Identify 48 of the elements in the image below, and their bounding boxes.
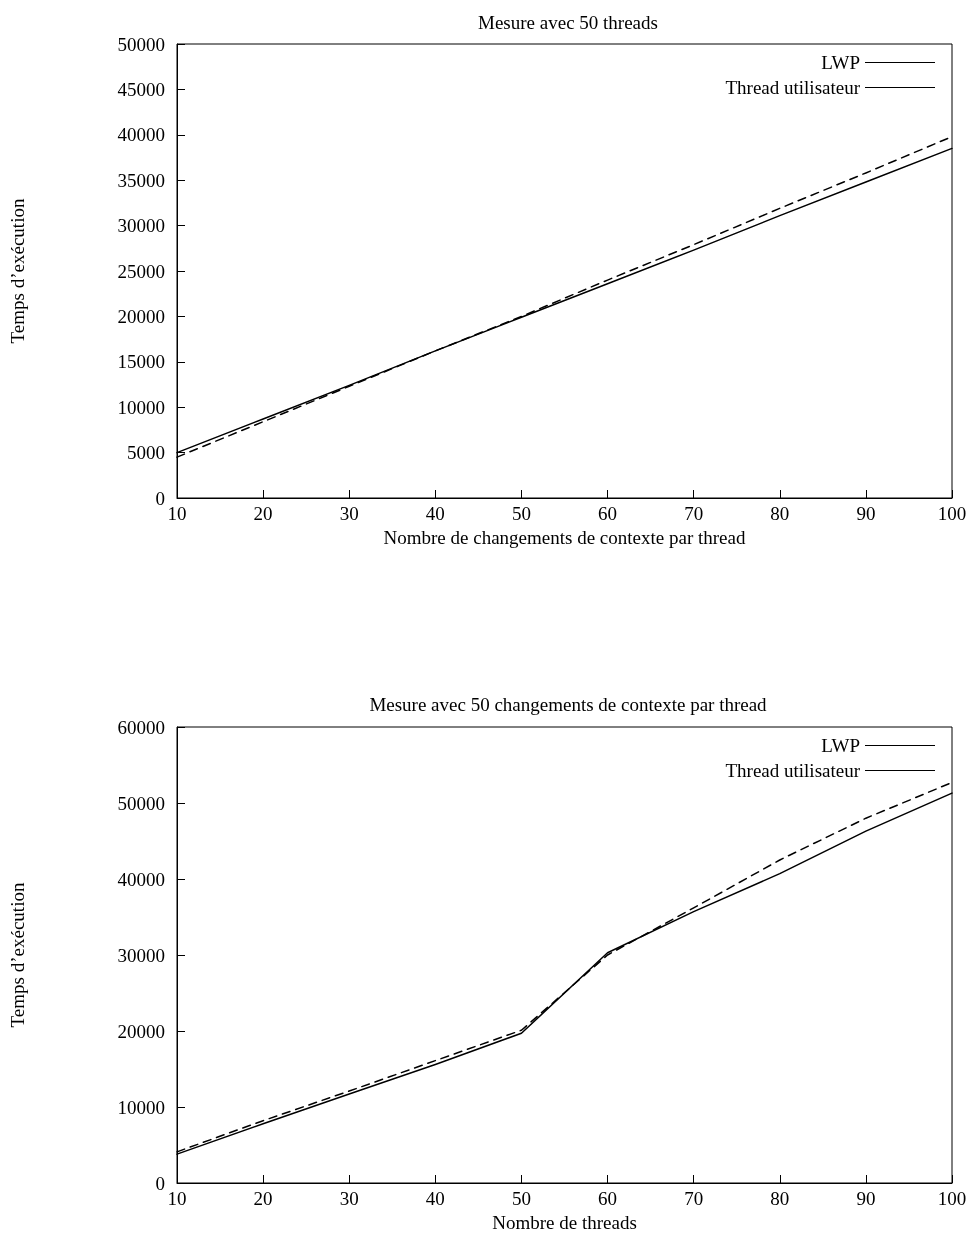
y-axis-title: Temps d’exécution — [7, 882, 28, 1028]
x-tick-label: 80 — [770, 503, 790, 524]
x-tick-label: 70 — [684, 503, 704, 524]
legend-label: LWP — [821, 52, 860, 73]
y-tick-label: 10000 — [117, 1096, 165, 1118]
x-tick-label: 90 — [856, 1188, 876, 1209]
y-tick-label: 20000 — [117, 1020, 165, 1042]
x-tick-label: 20 — [253, 1188, 273, 1209]
x-tick-label: 20 — [253, 503, 273, 524]
y-tick-label: 30000 — [117, 944, 165, 966]
x-tick-label: 30 — [339, 1188, 359, 1209]
legend-label: Thread utilisateur — [725, 760, 861, 781]
x-tick-label: 50 — [511, 1188, 531, 1209]
chart-title: Mesure avec 50 changements de contexte par thread — [369, 694, 768, 715]
y-tick-label: 40000 — [117, 868, 165, 890]
x-tick-label: 10 — [167, 503, 187, 524]
x-tick-label: 50 — [511, 503, 531, 524]
legend-label: Thread utilisateur — [725, 77, 861, 98]
y-tick-label: 35000 — [117, 169, 165, 191]
x-axis-title: Nombre de threads — [492, 1211, 637, 1233]
y-tick-label: 0 — [155, 1172, 165, 1194]
x-tick-label: 70 — [684, 1188, 704, 1209]
x-tick-label: 10 — [167, 1188, 187, 1209]
y-tick-label: 40000 — [117, 124, 165, 146]
x-tick-label: 100 — [937, 1188, 967, 1209]
x-tick-label: 30 — [339, 503, 359, 524]
x-axis-title: Nombre de changements de contexte par thread — [383, 526, 746, 548]
x-tick-label: 60 — [598, 503, 618, 524]
y-tick-label: 25000 — [117, 260, 165, 282]
y-tick-label: 50000 — [117, 33, 165, 55]
y-tick-label: 50000 — [117, 792, 165, 814]
y-tick-label: 0 — [155, 487, 165, 509]
x-tick-label: 100 — [937, 503, 967, 524]
x-tick-label: 60 — [598, 1188, 618, 1209]
x-tick-label: 90 — [856, 503, 876, 524]
y-axis-title: Temps d’exécution — [7, 198, 28, 344]
legend-label: LWP — [821, 735, 860, 756]
y-tick-label: 15000 — [117, 351, 165, 373]
x-tick-label: 40 — [425, 503, 445, 524]
y-tick-label: 5000 — [127, 442, 165, 464]
y-tick-label: 60000 — [117, 716, 165, 738]
chart-title: Mesure avec 50 threads — [478, 12, 658, 33]
x-tick-label: 80 — [770, 1188, 790, 1209]
y-tick-label: 20000 — [117, 305, 165, 327]
y-tick-label: 10000 — [117, 396, 165, 418]
y-tick-label: 30000 — [117, 215, 165, 237]
x-tick-label: 40 — [425, 1188, 445, 1209]
y-tick-label: 45000 — [117, 78, 165, 100]
